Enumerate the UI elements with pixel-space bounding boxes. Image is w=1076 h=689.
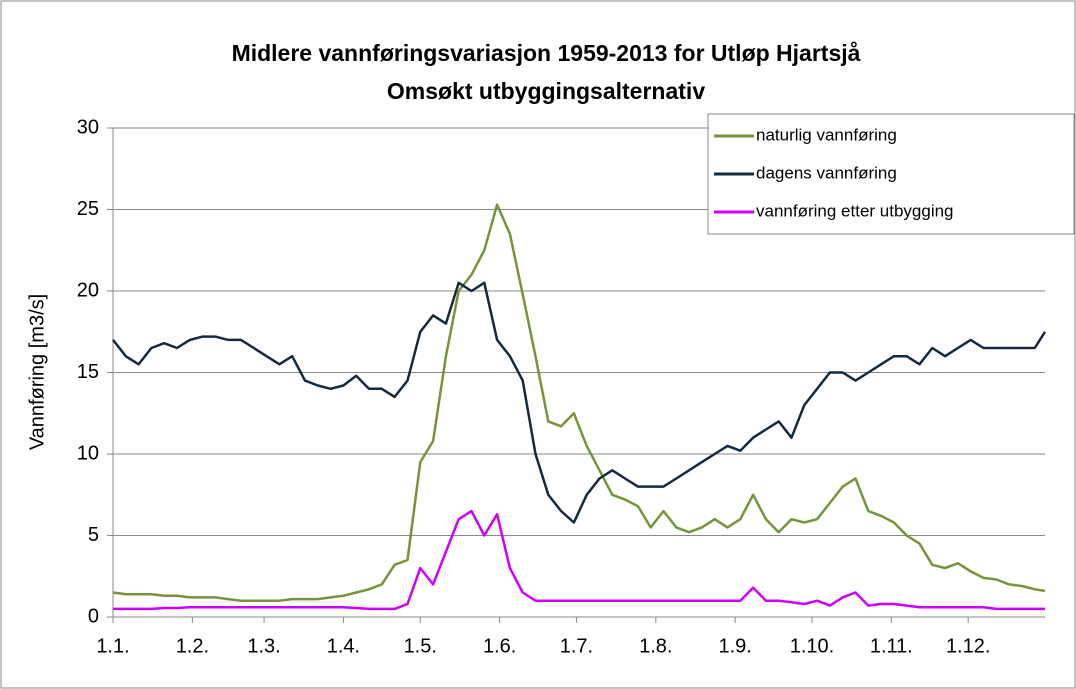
legend-label: vannføring etter utbygging — [756, 201, 954, 220]
y-axis-label: Vannføring [m3/s] — [26, 294, 48, 450]
y-tick-label: 5 — [88, 524, 99, 546]
y-tick-label: 0 — [88, 605, 99, 627]
legend-label: dagens vannføring — [756, 163, 897, 182]
y-tick-label: 30 — [77, 116, 99, 138]
series-line — [112, 203, 1046, 602]
x-tick-label: 1.1. — [96, 635, 129, 657]
legend-box — [707, 113, 1075, 235]
x-tick-label: 1.5. — [404, 635, 437, 657]
y-tick-label: 10 — [77, 442, 99, 464]
x-tick-label: 1.8. — [639, 635, 672, 657]
x-tick-label: 1.4. — [327, 635, 360, 657]
series-line — [112, 281, 1047, 524]
chart-subtitle: Omsøkt utbyggingsalternativ — [387, 78, 705, 104]
x-tick-label: 1.6. — [483, 635, 516, 657]
y-tick-label: 25 — [77, 198, 99, 220]
x-tick-label: 1.11. — [870, 635, 913, 657]
y-tick-label: 15 — [77, 361, 99, 383]
legend-label: naturlig vannføring — [756, 125, 897, 144]
x-tick-label: 1.10. — [790, 635, 834, 657]
chart-title: Midlere vannføringsvariasjon 1959-2013 f… — [232, 40, 861, 66]
x-tick-label: 1.9. — [719, 635, 752, 657]
x-tick-label: 1.7. — [560, 635, 593, 657]
x-tick-label: 1.3. — [247, 635, 280, 657]
y-tick-label: 20 — [77, 279, 99, 301]
x-tick-label: 1.2. — [176, 635, 209, 657]
x-tick-label: 1.12. — [946, 635, 990, 657]
series-line — [113, 509, 1045, 611]
